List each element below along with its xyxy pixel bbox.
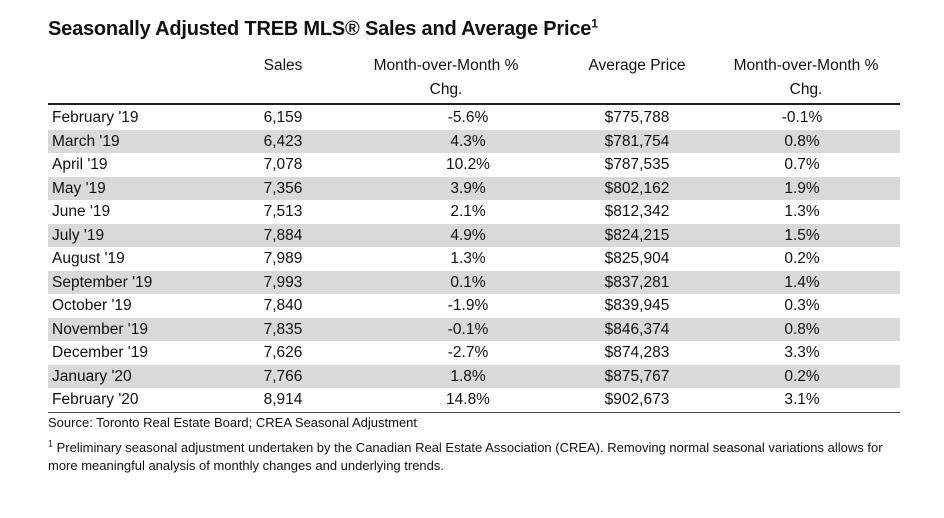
average-price-cell: $839,945 bbox=[604, 297, 670, 314]
sales-cell: 7,840 bbox=[263, 297, 303, 314]
sales-change-cell: 1.3% bbox=[450, 250, 486, 267]
title-footnote-marker: 1 bbox=[591, 16, 598, 31]
source-note: Source: Toronto Real Estate Board; CREA … bbox=[48, 415, 418, 430]
header-sales-mom-line2: Chg. bbox=[429, 81, 463, 98]
sales-cell: 7,989 bbox=[263, 250, 303, 267]
average-price-cell: $874,283 bbox=[604, 344, 670, 361]
month-cell: September '19 bbox=[52, 273, 153, 291]
sales-change-cell: 4.9% bbox=[450, 226, 486, 244]
sales-cell: 6,423 bbox=[263, 132, 303, 150]
footnote: 1 Preliminary seasonal adjustment undert… bbox=[48, 439, 908, 475]
average-price-cell: $824,215 bbox=[604, 226, 670, 244]
sales-cell: 7,626 bbox=[263, 344, 303, 361]
average-price-cell: $902,673 bbox=[604, 391, 670, 408]
table-row: November '19 7,835 -0.1% $846,374 0.8% bbox=[48, 317, 900, 341]
header-average-price: Average Price bbox=[588, 57, 686, 74]
sales-cell: 7,078 bbox=[263, 156, 303, 173]
price-change-cell: 0.8% bbox=[784, 320, 820, 338]
month-cell: February '20 bbox=[52, 391, 139, 408]
sales-change-cell: 0.1% bbox=[450, 273, 486, 291]
sales-change-cell: -1.9% bbox=[447, 297, 489, 314]
average-price-cell: $837,281 bbox=[604, 273, 670, 291]
header-sales-mom-line1: Month-over-Month % bbox=[373, 57, 519, 74]
header-divider bbox=[48, 103, 900, 105]
month-cell: April '19 bbox=[52, 156, 108, 173]
header-sales: Sales bbox=[263, 57, 303, 74]
sales-change-cell: 14.8% bbox=[446, 391, 490, 408]
month-cell: June '19 bbox=[52, 203, 111, 220]
sales-change-cell: 1.8% bbox=[450, 367, 486, 385]
price-change-cell: 0.7% bbox=[784, 156, 820, 173]
sales-cell: 7,884 bbox=[263, 226, 303, 244]
sales-change-cell: -5.6% bbox=[447, 109, 489, 126]
table-title-text: Seasonally Adjusted TREB MLS® Sales and … bbox=[48, 18, 592, 40]
table-row: July '19 7,884 4.9% $824,215 1.5% bbox=[48, 223, 900, 247]
sales-change-cell: 4.3% bbox=[450, 132, 486, 150]
price-change-cell: 1.9% bbox=[784, 179, 820, 197]
month-cell: October '19 bbox=[52, 297, 132, 314]
month-cell: July '19 bbox=[52, 226, 105, 244]
header-sales-mom-change: Month-over-Month % Chg. bbox=[356, 54, 536, 102]
sales-cell: 7,766 bbox=[263, 367, 303, 385]
price-change-cell: 0.3% bbox=[784, 297, 820, 314]
table-row: August '19 7,989 1.3% $825,904 0.2% bbox=[48, 247, 900, 271]
month-cell: November '19 bbox=[52, 320, 149, 338]
table-body: February '19 6,159 -5.6% $775,788 -0.1% March… bbox=[48, 106, 900, 412]
month-cell: May '19 bbox=[52, 179, 106, 197]
sales-change-cell: -2.7% bbox=[447, 344, 489, 361]
table-row: December '19 7,626 -2.7% $874,283 3.3% bbox=[48, 341, 900, 365]
table-row: January '20 7,766 1.8% $875,767 0.2% bbox=[48, 364, 900, 388]
price-change-cell: 1.5% bbox=[784, 226, 820, 244]
sales-cell: 7,835 bbox=[263, 320, 303, 338]
sales-change-cell: 3.9% bbox=[450, 179, 486, 197]
month-cell: December '19 bbox=[52, 344, 149, 361]
price-change-cell: 1.3% bbox=[784, 203, 820, 220]
sales-cell: 7,356 bbox=[263, 179, 303, 197]
price-change-cell: -0.1% bbox=[781, 109, 823, 126]
sales-change-cell: 2.1% bbox=[450, 203, 486, 220]
table-row: February '19 6,159 -5.6% $775,788 -0.1% bbox=[48, 106, 900, 130]
table-bottom-divider bbox=[48, 412, 900, 413]
price-change-cell: 1.4% bbox=[784, 273, 820, 291]
month-cell: February '19 bbox=[52, 109, 139, 126]
table-title: Seasonally Adjusted TREB MLS® Sales and … bbox=[48, 16, 598, 41]
header-price-mom-change: Month-over-Month % Chg. bbox=[712, 54, 900, 102]
table-row: February '20 8,914 14.8% $902,673 3.1% bbox=[48, 388, 900, 412]
sales-change-cell: -0.1% bbox=[447, 320, 489, 338]
price-change-cell: 3.1% bbox=[784, 391, 820, 408]
average-price-cell: $846,374 bbox=[604, 320, 670, 338]
average-price-cell: $787,535 bbox=[604, 156, 670, 173]
month-cell: January '20 bbox=[52, 367, 132, 385]
table-row: March '19 6,423 4.3% $781,754 0.8% bbox=[48, 129, 900, 153]
header-price-mom-line2: Chg. bbox=[789, 81, 823, 98]
month-cell: March '19 bbox=[52, 132, 120, 150]
table-row: May '19 7,356 3.9% $802,162 1.9% bbox=[48, 176, 900, 200]
average-price-cell: $812,342 bbox=[604, 203, 670, 220]
price-change-cell: 3.3% bbox=[784, 344, 820, 361]
sales-change-cell: 10.2% bbox=[446, 156, 490, 173]
price-change-cell: 0.2% bbox=[784, 250, 820, 267]
average-price-cell: $775,788 bbox=[604, 109, 670, 126]
table-row: April '19 7,078 10.2% $787,535 0.7% bbox=[48, 153, 900, 177]
average-price-cell: $875,767 bbox=[604, 367, 670, 385]
price-change-cell: 0.8% bbox=[784, 132, 820, 150]
sales-cell: 7,513 bbox=[263, 203, 303, 220]
average-price-cell: $802,162 bbox=[604, 179, 670, 197]
table-row: October '19 7,840 -1.9% $839,945 0.3% bbox=[48, 294, 900, 318]
average-price-cell: $825,904 bbox=[604, 250, 670, 267]
footnote-text: Preliminary seasonal adjustment undertak… bbox=[48, 440, 883, 473]
sales-cell: 7,993 bbox=[263, 273, 303, 291]
month-cell: August '19 bbox=[52, 250, 125, 267]
table-row: September '19 7,993 0.1% $837,281 1.4% bbox=[48, 270, 900, 294]
average-price-cell: $781,754 bbox=[604, 132, 670, 150]
sales-cell: 8,914 bbox=[263, 391, 303, 408]
price-change-cell: 0.2% bbox=[784, 367, 820, 385]
table-row: June '19 7,513 2.1% $812,342 1.3% bbox=[48, 200, 900, 224]
header-price-mom-line1: Month-over-Month % bbox=[733, 57, 879, 74]
footnote-marker: 1 bbox=[48, 438, 54, 449]
table-header: Sales Month-over-Month % Chg. Average Pr… bbox=[48, 54, 900, 100]
sales-cell: 6,159 bbox=[263, 109, 303, 126]
